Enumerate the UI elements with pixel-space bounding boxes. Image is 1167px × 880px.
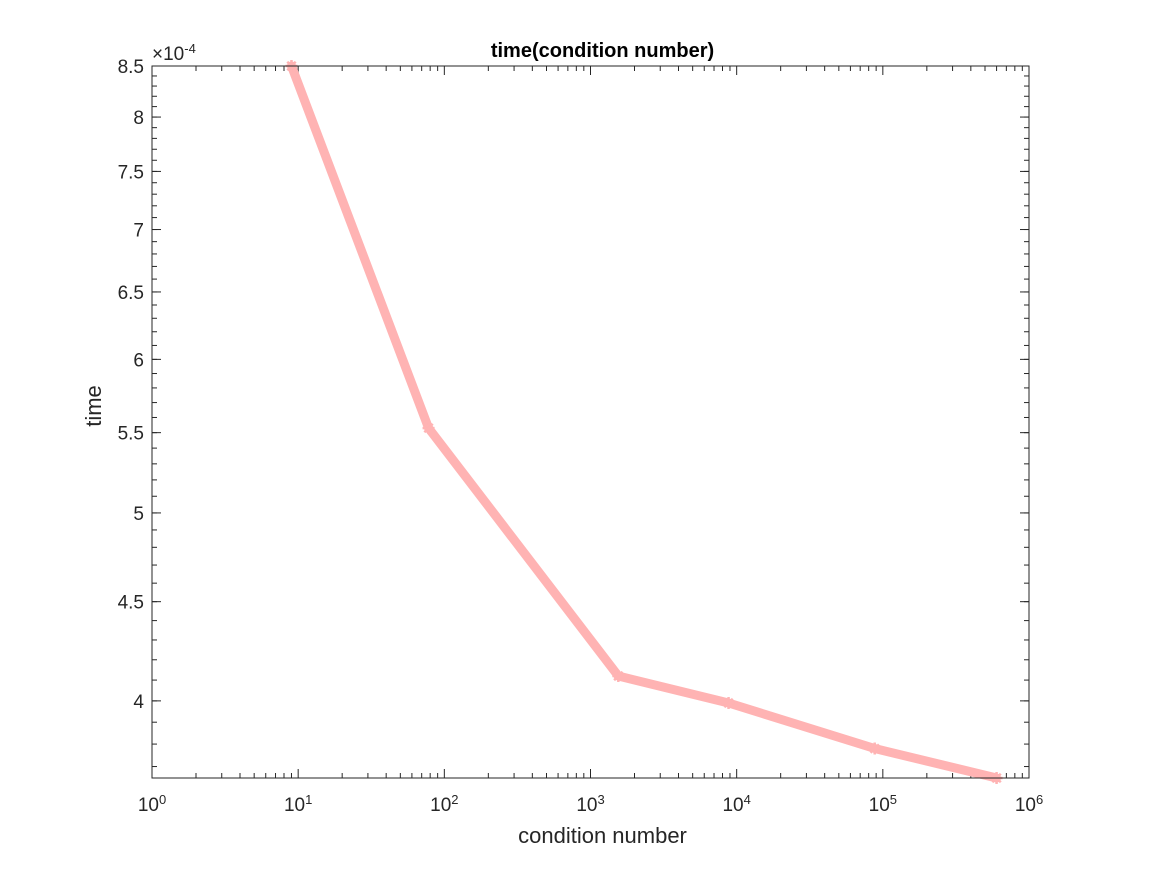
major-ticks — [151, 65, 1030, 778]
y-multiplier-label: ×10-4 — [152, 41, 196, 66]
y-tick-label: 8 — [133, 108, 144, 129]
plot-frame — [151, 65, 1030, 779]
y-tick-label: 5.5 — [118, 424, 144, 445]
y-tick-label: 6.5 — [118, 283, 144, 304]
tick-labels: 100 101 102 103 104 105 106 4 4.5 5 5.5 6 6.5 7 7.5 8 8.… — [118, 57, 1044, 816]
x-axis-label: condition number — [518, 823, 687, 848]
y-tick-label: 8.5 — [118, 57, 144, 78]
minor-ticks — [152, 65, 1029, 778]
y-tick-label: 5 — [133, 504, 144, 525]
x-tick-label: 101 — [284, 792, 312, 817]
x-tick-label: 105 — [869, 792, 897, 817]
chart-title: time(condition number) — [491, 40, 714, 62]
y-tick-label: 4.5 — [118, 593, 144, 614]
series-line — [287, 61, 1002, 783]
y-axis-label: time — [81, 385, 106, 427]
x-tick-label: 103 — [576, 792, 604, 817]
series-layer — [285, 60, 1003, 784]
x-tick-label: 106 — [1015, 792, 1043, 817]
x-tick-label: 104 — [722, 792, 750, 817]
y-tick-label: 7.5 — [118, 162, 144, 183]
x-tick-label: 102 — [430, 792, 458, 817]
data-point — [422, 422, 435, 435]
x-tick-label: 100 — [138, 792, 166, 817]
y-tick-label: 7 — [133, 221, 144, 242]
data-point — [868, 742, 881, 755]
y-tick-label: 6 — [133, 350, 144, 371]
data-point — [722, 696, 735, 709]
y-tick-label: 4 — [133, 692, 144, 713]
data-point — [612, 669, 625, 682]
